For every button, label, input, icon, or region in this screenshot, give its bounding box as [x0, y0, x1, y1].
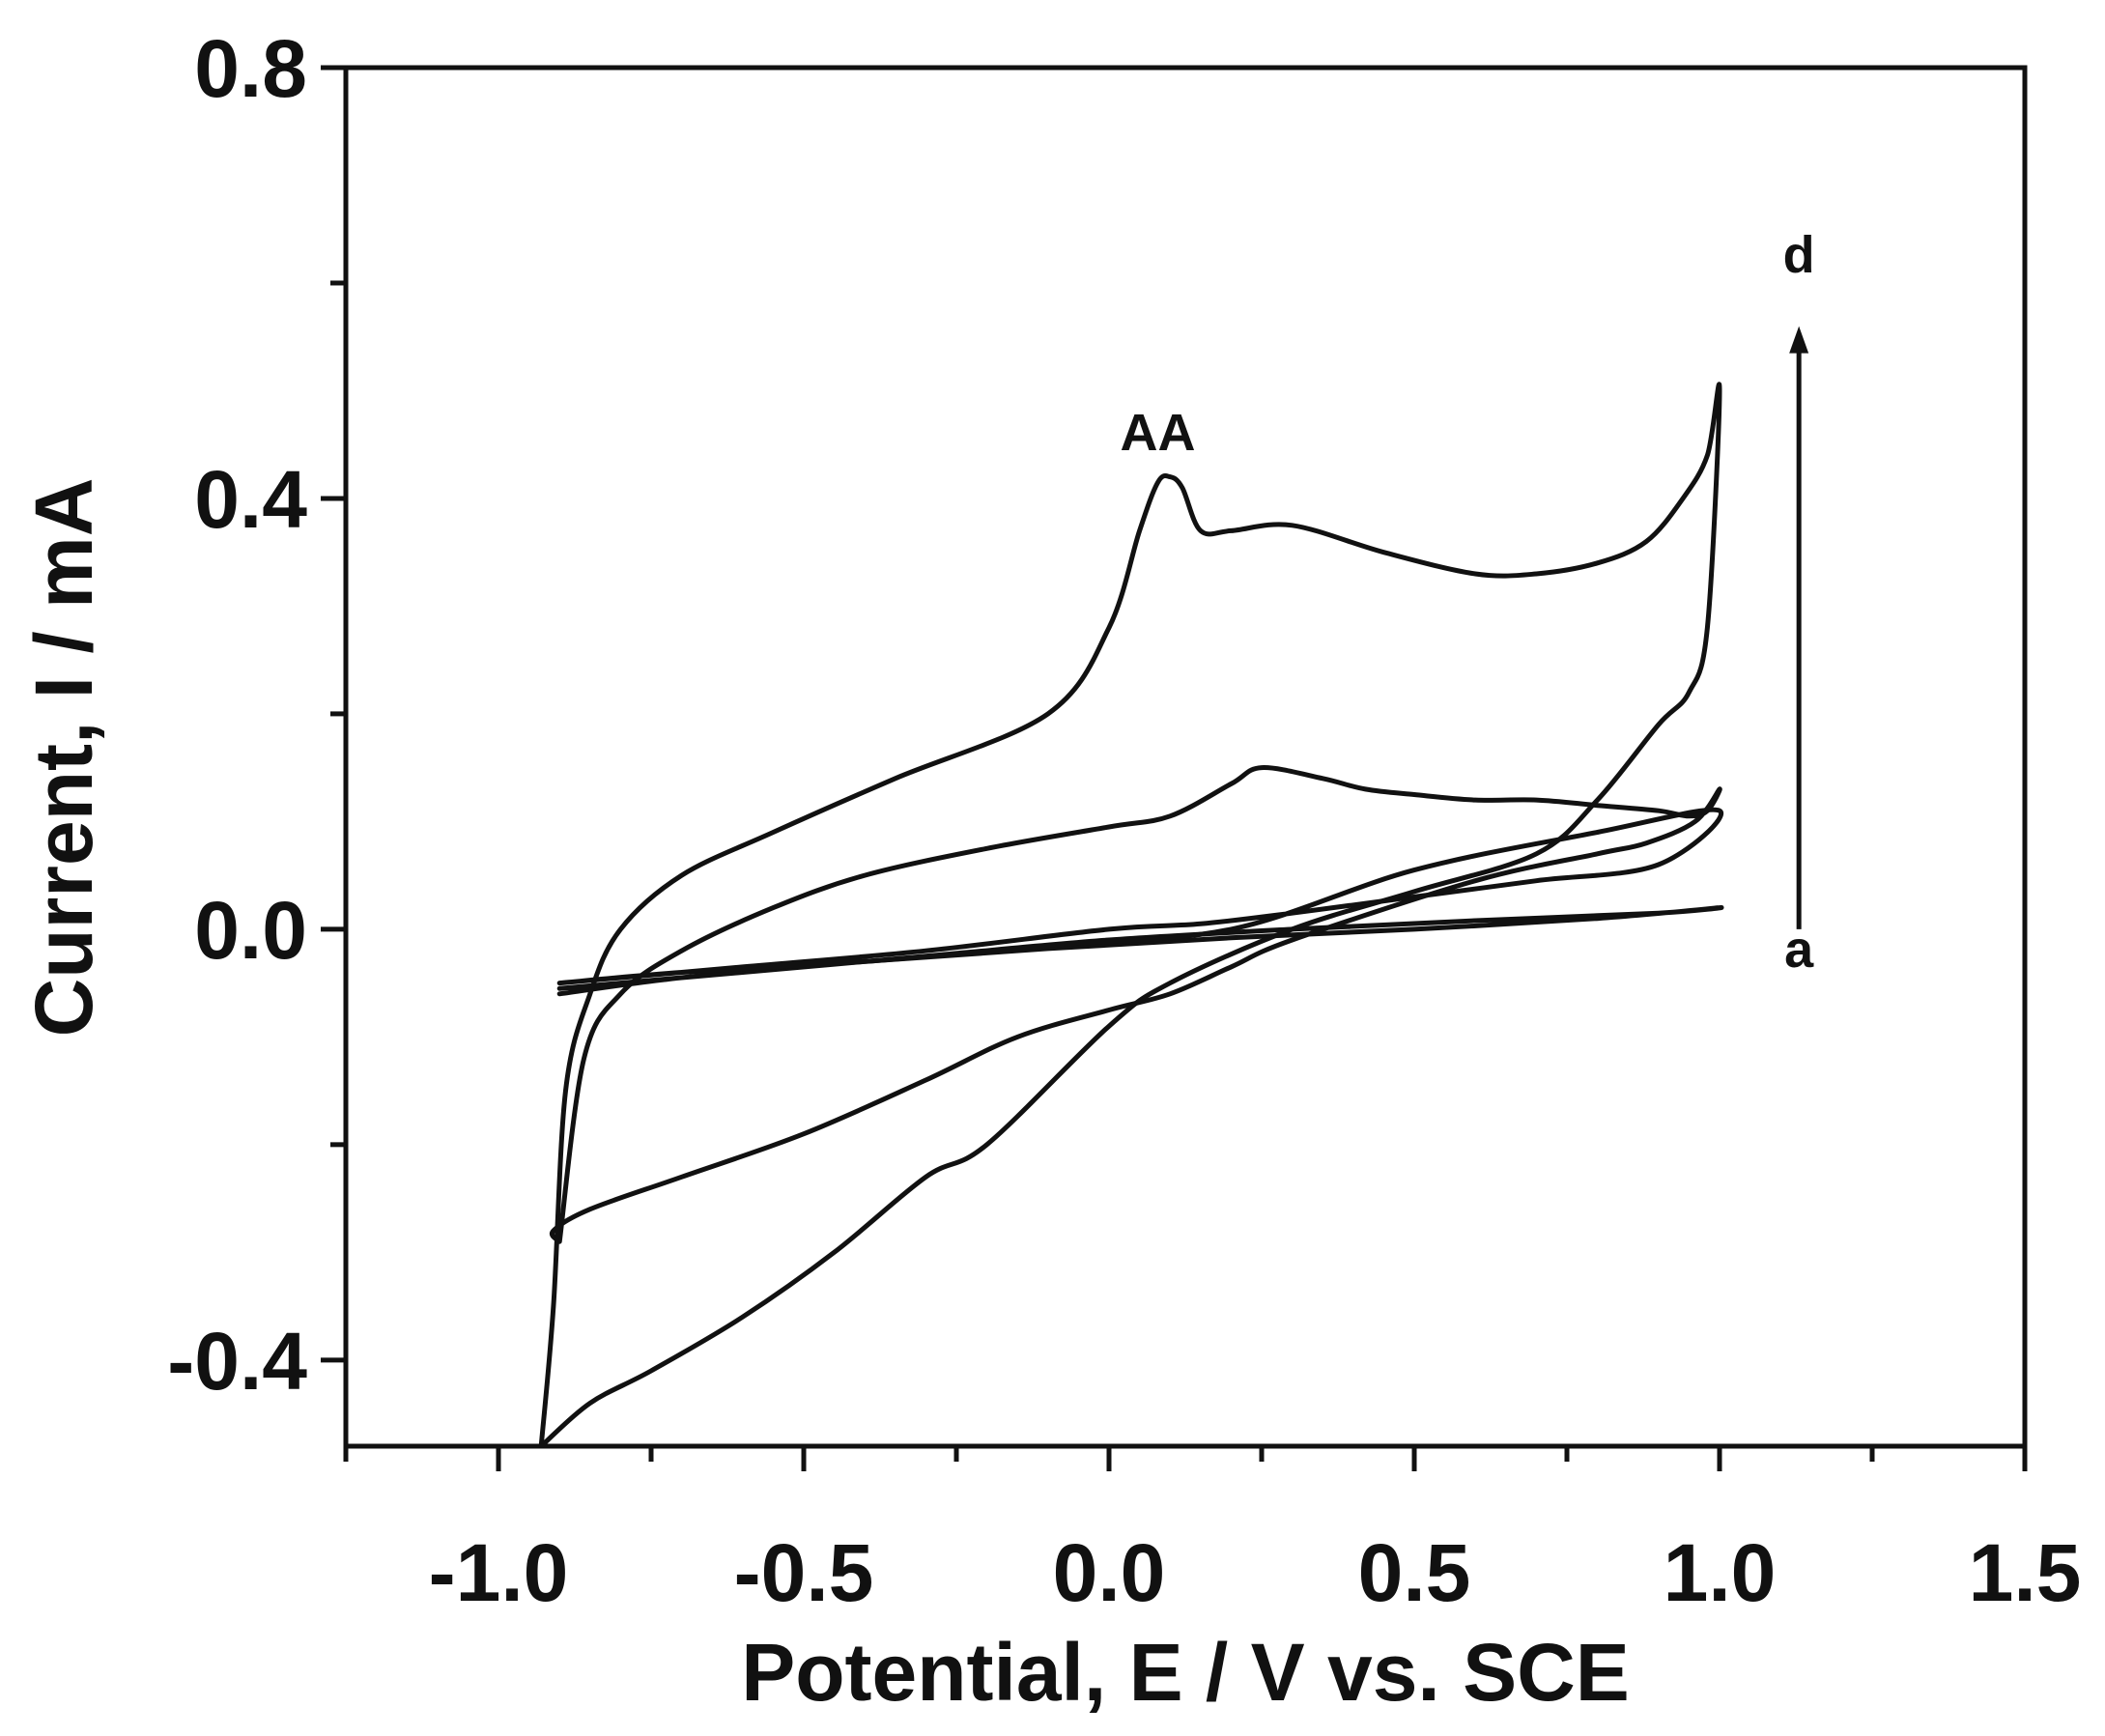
x-tick-label: 0.5: [1358, 1527, 1471, 1618]
arrow-head: [1789, 326, 1809, 354]
axis-ticks: [321, 65, 2028, 1471]
x-tick-label: -0.5: [734, 1527, 874, 1618]
cv-curves: [538, 382, 1724, 1449]
annotation-aa: AA: [1121, 404, 1196, 462]
cv-curve-a: [556, 904, 1724, 997]
x-tick-label: 0.0: [1053, 1527, 1166, 1618]
y-tick-label: 0.8: [194, 23, 307, 114]
y-tick-label: 0.0: [194, 885, 307, 976]
plot-frame: [343, 65, 2028, 1449]
y-tick-label: 0.4: [194, 454, 307, 545]
x-tick-label: 1.0: [1664, 1527, 1777, 1618]
cv-curve-c: [549, 765, 1722, 1244]
cv-curve-d: [538, 382, 1722, 1449]
x-tick-label: -1.0: [429, 1527, 569, 1618]
annotation-a: a: [1784, 921, 1814, 979]
x-tick-label: 1.5: [1969, 1527, 2082, 1618]
cv-curve-b: [556, 807, 1724, 986]
y-axis-title: Current, I / mA: [18, 478, 109, 1038]
axis-tick-labels: -1.0 -0.5 0.0 0.5 1.0 1.5 -0.4 0.0 0.4 0.8: [167, 23, 2081, 1618]
y-tick-label: -0.4: [167, 1316, 307, 1407]
annotations: AA d a: [1121, 226, 1815, 979]
x-axis-title: Potential, E / V vs. SCE: [741, 1627, 1630, 1718]
annotation-d: d: [1783, 226, 1815, 284]
